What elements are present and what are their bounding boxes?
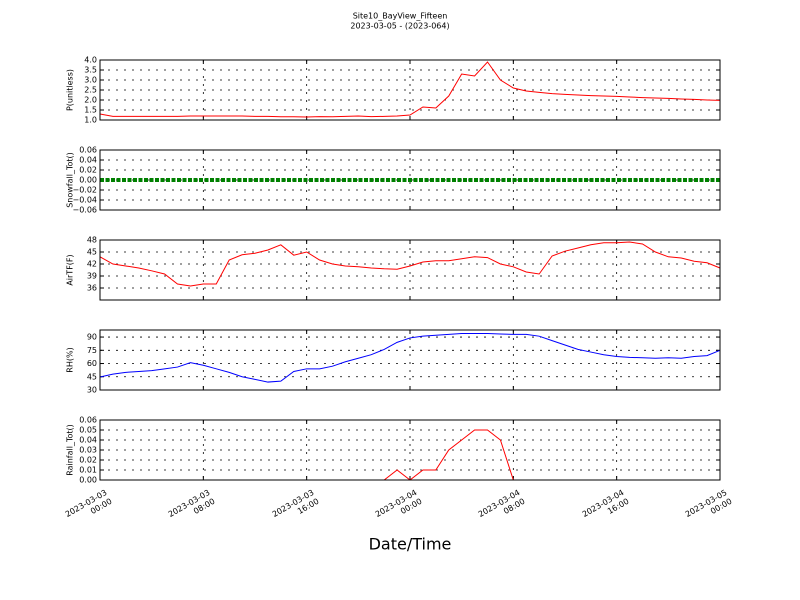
x-axis-label: Date/Time [369, 535, 452, 554]
plot-frame [99, 239, 721, 301]
y-axis-label: Snowfall_Tot() [66, 152, 75, 208]
plot-frame [99, 419, 721, 481]
y-tick-label: 3.0 [84, 76, 97, 85]
y-tick-label: 0.04 [79, 156, 97, 165]
y-tick-label: 1.0 [84, 116, 97, 125]
y-axis-label: P(unitless) [66, 69, 75, 111]
y-axis-label: Rainfall_Tot() [66, 424, 75, 476]
y-tick-label: 45 [87, 372, 97, 381]
y-tick-label: 2.5 [84, 86, 97, 95]
data-line [99, 61, 721, 118]
y-tick-label: 4.0 [84, 56, 97, 65]
y-tick-label: 30 [87, 386, 97, 395]
y-tick-label: −0.06 [72, 206, 97, 215]
data-line [99, 333, 721, 383]
chart-title: Site10_BayView_Fifteen [353, 12, 448, 21]
y-tick-label: 45 [87, 248, 97, 257]
y-tick-label: −0.02 [72, 186, 97, 195]
y-tick-label: 48 [87, 236, 97, 245]
y-tick-label: −0.04 [72, 196, 97, 205]
plot-frame [99, 59, 721, 121]
y-axis-label: AirTF(F) [66, 254, 75, 285]
y-tick-label: 0.02 [79, 456, 97, 465]
plot-frame [99, 329, 721, 391]
data-line [99, 241, 721, 287]
y-tick-label: 75 [87, 346, 97, 355]
y-tick-label: 0.06 [79, 146, 97, 155]
y-tick-label: 0.03 [79, 446, 97, 455]
y-tick-label: 2.0 [84, 96, 97, 105]
y-axis-label: RH(%) [66, 347, 75, 372]
y-tick-label: 1.5 [84, 106, 97, 115]
y-tick-label: 0.01 [79, 466, 97, 475]
y-tick-label: 90 [87, 333, 97, 342]
y-tick-label: 0.06 [79, 416, 97, 425]
y-tick-label: 39 [87, 272, 97, 281]
y-tick-label: 42 [87, 260, 97, 269]
y-tick-label: 0.04 [79, 436, 97, 445]
chart-subtitle: 2023-03-05 - (2023-064) [350, 22, 449, 31]
y-tick-label: 0.05 [79, 426, 97, 435]
y-tick-label: 0.00 [79, 176, 97, 185]
y-tick-label: 0.00 [79, 476, 97, 485]
y-tick-label: 3.5 [84, 66, 97, 75]
y-tick-label: 36 [87, 284, 97, 293]
y-tick-label: 0.02 [79, 166, 97, 175]
plot-frame [99, 149, 721, 211]
y-tick-label: 60 [87, 359, 97, 368]
